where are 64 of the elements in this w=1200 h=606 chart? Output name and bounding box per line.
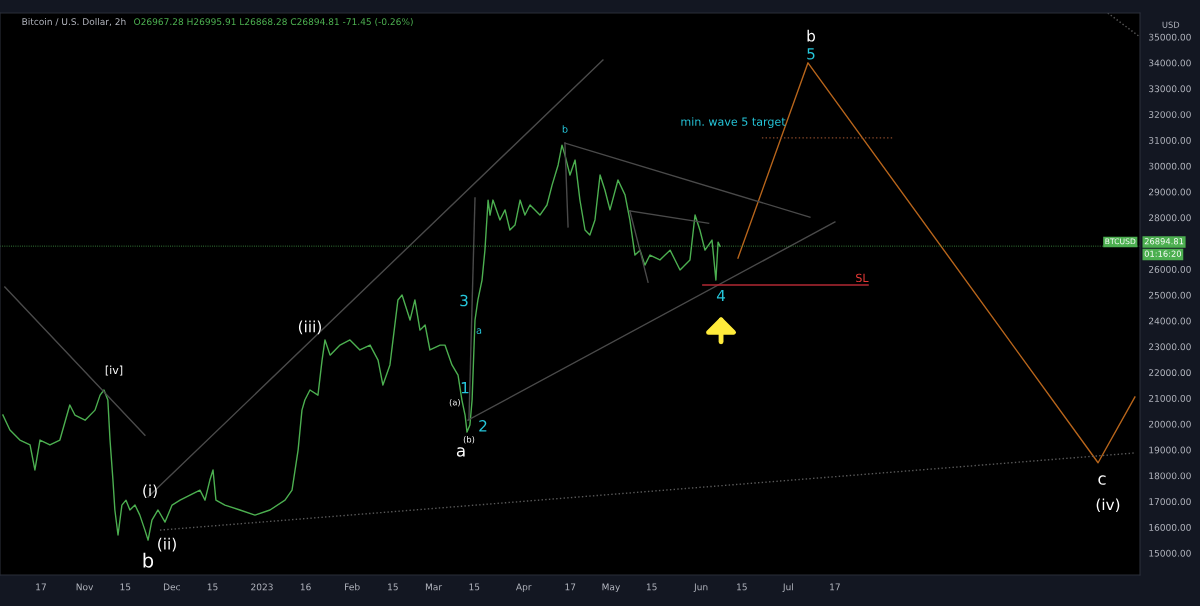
- y-tick-label: 31000.00: [1149, 136, 1191, 144]
- x-tick-label: 16: [300, 583, 311, 591]
- y-tick-label: 18000.00: [1149, 472, 1191, 480]
- x-tick-label: 17: [830, 583, 840, 591]
- x-tick-label: 17: [565, 583, 576, 591]
- x-tick-label: 2023: [251, 583, 273, 591]
- annotation: 5: [807, 48, 815, 60]
- y-tick-label: 22000.00: [1148, 369, 1191, 376]
- x-tick-label: 15: [207, 583, 218, 591]
- annotation: 3: [460, 294, 468, 307]
- annotation: 4: [716, 289, 726, 302]
- x-tick-label: Feb: [345, 583, 360, 591]
- annotation: (b): [463, 436, 475, 444]
- x-tick-label: 15: [737, 583, 747, 591]
- annotation: b: [807, 29, 816, 42]
- x-tick-label: Nov: [76, 583, 94, 591]
- annotation: (iv): [1096, 498, 1120, 513]
- x-tick-label: Apr: [515, 583, 532, 593]
- y-tick-label: 34000.00: [1149, 59, 1191, 67]
- x-tick-label: Mar: [425, 583, 443, 591]
- y-tick-label: 25000.00: [1148, 291, 1191, 299]
- text: O26967.28 H26995.91 L26868.28 C26894.81 -71.45 (-0.26%): [134, 18, 413, 27]
- y-tick-label: 19000.00: [1149, 446, 1191, 454]
- annotation: a: [476, 328, 482, 334]
- annotation: b: [562, 125, 568, 133]
- y-tick-label: 21000.00: [1148, 394, 1191, 402]
- y-tick-label: 16000.00: [1149, 523, 1191, 531]
- x-tick-label: Jul: [782, 583, 793, 592]
- y-axis-title: USD: [1162, 21, 1180, 28]
- annotation: b: [143, 552, 154, 568]
- y-tick-label: 20000.00: [1148, 420, 1191, 428]
- annotation: 2: [479, 420, 487, 432]
- y-tick-label: 17000.00: [1149, 498, 1191, 506]
- y-tick-label: 24000.00: [1148, 317, 1191, 325]
- y-tick-label: 15000.00: [1149, 549, 1191, 557]
- x-tick-label: May: [602, 583, 621, 593]
- x-tick-label: Jun: [693, 583, 708, 592]
- chart-title: Bitcoin / U.S. Dollar, 2h: [22, 18, 126, 26]
- y-tick-label: 29000.00: [1148, 188, 1191, 196]
- annotation: min. wave 5 target: [681, 117, 786, 128]
- y-tick-label: 30000.00: [1149, 162, 1191, 170]
- annotation: 1: [461, 382, 469, 394]
- y-tick-label: 32000.00: [1149, 111, 1191, 118]
- annotation: c: [1098, 475, 1106, 485]
- annotation: (ii): [158, 537, 176, 552]
- y-tick-label: 35000.00: [1149, 33, 1191, 41]
- annotation: (a): [449, 399, 460, 407]
- x-tick-label: 15: [646, 583, 657, 591]
- y-tick-label: 33000.00: [1149, 85, 1191, 93]
- x-tick-label: 17: [36, 583, 46, 591]
- y-tick-label: 26000.00: [1148, 265, 1191, 273]
- annotation: [iv]: [105, 365, 123, 376]
- text: 01:16:20: [1144, 250, 1182, 257]
- y-tick-label: 23000.00: [1148, 343, 1191, 351]
- annotation: (iii): [298, 320, 321, 335]
- x-tick-label: Dec: [163, 583, 180, 591]
- x-tick-label: 15: [469, 583, 480, 591]
- annotation: SL: [856, 273, 869, 283]
- y-tick-label: 28000.00: [1148, 214, 1191, 222]
- x-tick-label: 15: [388, 583, 398, 591]
- annotation: a: [456, 447, 465, 457]
- ref-line-label: 26894.81: [1144, 238, 1184, 245]
- annotation: (i): [143, 484, 157, 499]
- x-tick-label: 15: [120, 583, 131, 591]
